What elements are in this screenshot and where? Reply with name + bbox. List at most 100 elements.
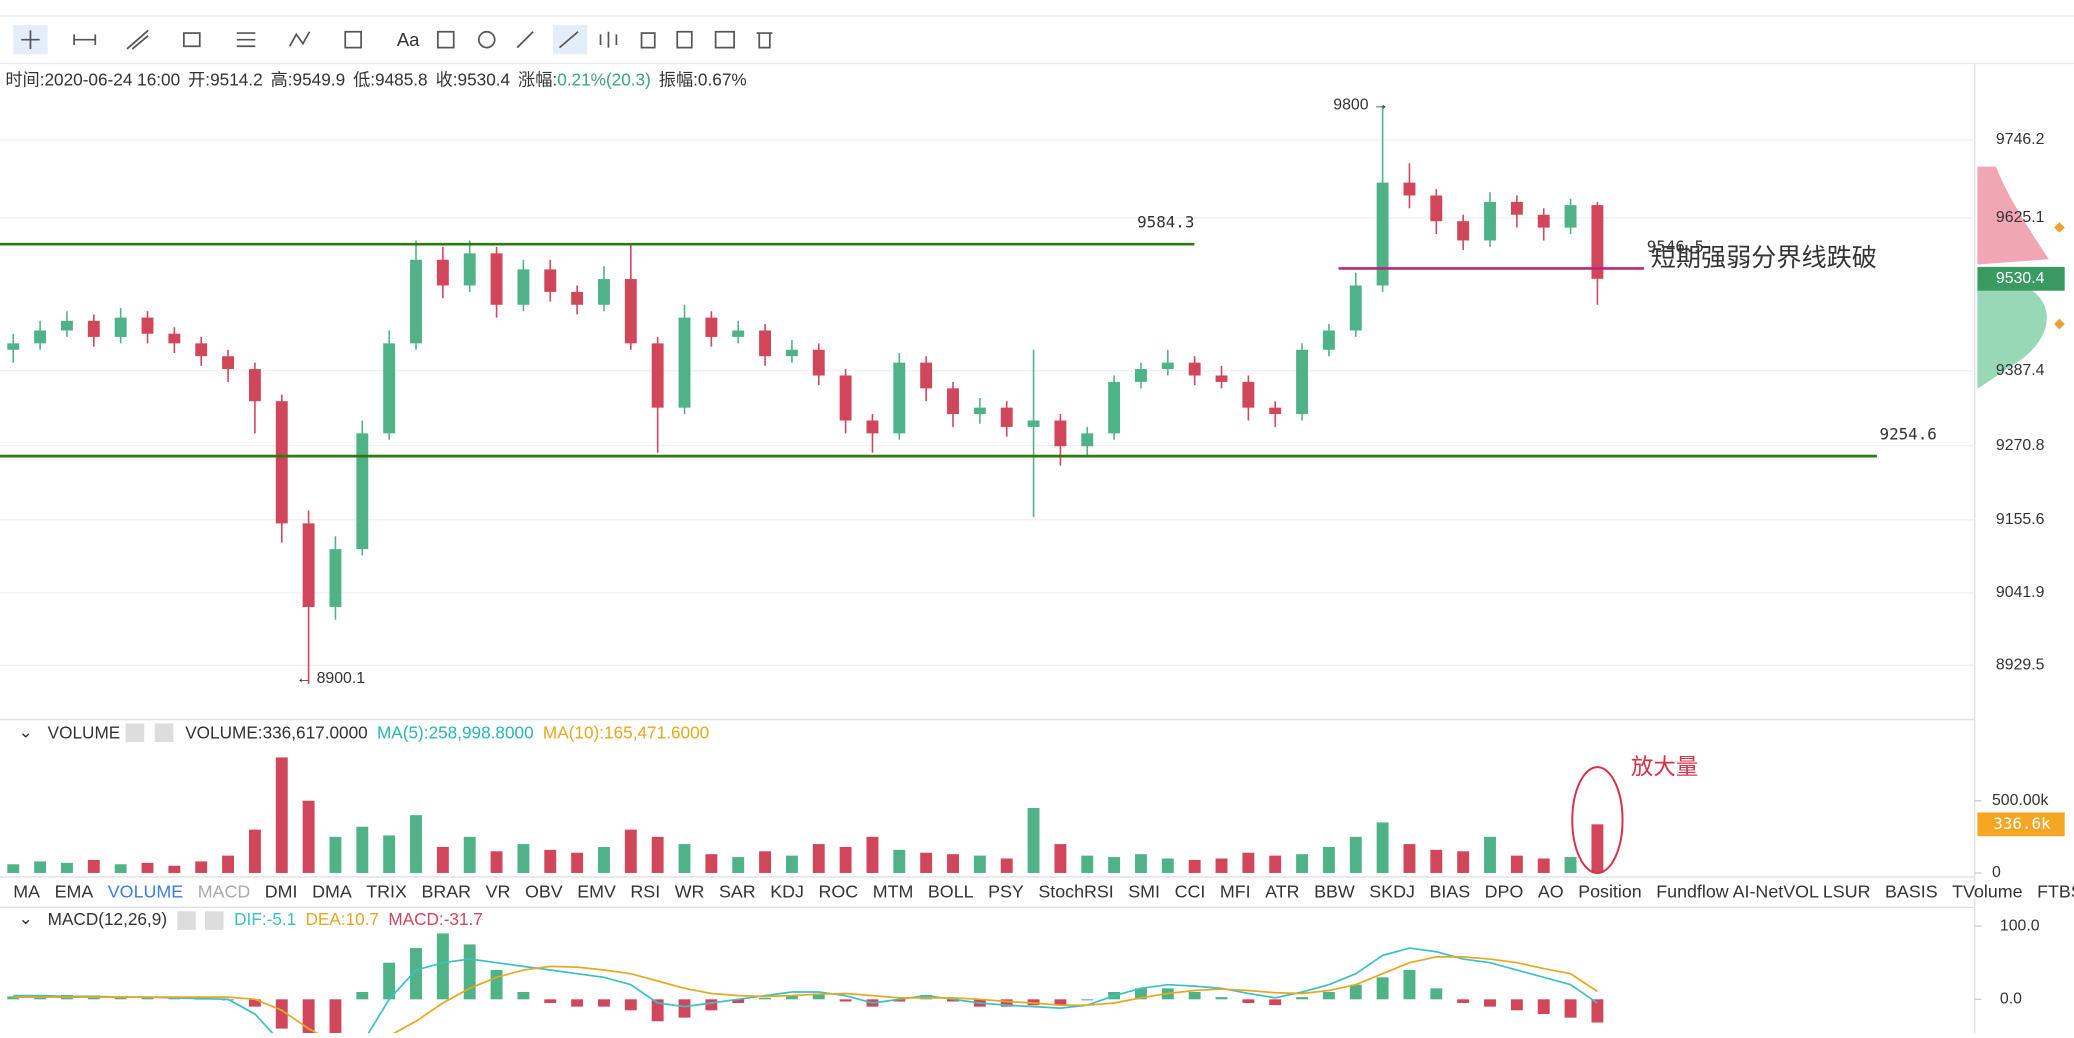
indicator-tab[interactable]: BBW [1314, 882, 1355, 902]
indicator-tab[interactable]: EMV [577, 882, 616, 902]
volume-bar [61, 862, 73, 873]
candle-body [275, 401, 288, 524]
indicator-tab[interactable]: MFI [1220, 882, 1251, 902]
indicator-tab[interactable]: StochRSI [1038, 882, 1113, 902]
indicator-tab[interactable]: BASIS [1885, 882, 1938, 902]
macd-bar [490, 970, 503, 1000]
volume-bar [759, 851, 772, 873]
volume-bar [1484, 836, 1496, 873]
pen-tool[interactable] [558, 31, 579, 49]
macd-bar [1242, 999, 1255, 1003]
volume-bar [1349, 836, 1362, 873]
candle-body [463, 253, 476, 286]
indicator-tab[interactable]: MTM [873, 882, 914, 902]
volume-bar [436, 846, 449, 873]
text-tool[interactable]: Aa [397, 29, 420, 50]
indicator-tab[interactable]: SAR [719, 882, 756, 902]
volume-highlight [1571, 766, 1624, 874]
close-icon [154, 723, 174, 743]
indicator-tab[interactable]: ROC [819, 882, 859, 902]
volume-note: 放大量 [1631, 754, 1698, 779]
indicator-tab[interactable]: OBV [525, 882, 563, 902]
pattern-tool[interactable] [599, 31, 618, 48]
indicator-tab[interactable]: FTBS [2037, 882, 2074, 902]
candle-body [678, 317, 691, 408]
indicator-tab[interactable]: DMA [312, 882, 352, 902]
indicator-tab[interactable]: LSUR [1823, 882, 1871, 902]
volume-bar [410, 815, 422, 873]
level-label: 9584.3 [1137, 212, 1194, 231]
indicator-tab[interactable]: SMI [1128, 882, 1160, 902]
candle-body [624, 279, 637, 344]
macd-title: MACD(12,26,9) [48, 909, 167, 929]
indicator-tab[interactable]: VOLUME [108, 882, 183, 902]
volume-bar [598, 846, 610, 873]
fib-tool[interactable] [236, 32, 256, 48]
toolbar: Aa [13, 25, 773, 55]
lock-tool[interactable] [640, 32, 656, 49]
volume-bar [195, 861, 208, 873]
indicator-tab[interactable]: AO [1538, 882, 1564, 902]
macd-bar [356, 991, 369, 1000]
indicator-tab[interactable]: BIAS [1429, 882, 1470, 902]
indicator-tab[interactable]: KDJ [770, 882, 804, 902]
indicator-tab[interactable]: PSY [988, 882, 1024, 902]
indicator-tab[interactable]: MA [13, 882, 40, 902]
candle-body [1135, 369, 1147, 382]
trend-tool[interactable] [126, 29, 149, 50]
copy-tool[interactable] [676, 30, 693, 49]
volume-bar [947, 854, 959, 873]
macd-bar [410, 948, 422, 1000]
candle-body [1027, 420, 1040, 427]
indicator-tab[interactable]: RSI [630, 882, 660, 902]
candle-body [1108, 381, 1121, 434]
line-tool[interactable] [73, 34, 97, 45]
indicator-tab[interactable]: MACD [198, 882, 251, 902]
volume-bar [1188, 859, 1201, 873]
indicator-tab[interactable]: BRAR [421, 882, 471, 902]
candle-body [168, 333, 181, 344]
info-item: 时间:2020-06-24 16:00 [5, 69, 180, 89]
delete-tool[interactable] [756, 32, 773, 49]
candle-body [222, 356, 235, 370]
indicator-tab[interactable]: AI-NetVOL [1733, 882, 1819, 902]
settings-tool[interactable] [714, 30, 735, 49]
crosshair-tool[interactable] [21, 30, 40, 49]
candle-body [866, 420, 879, 434]
indicator-tab[interactable]: Position [1578, 882, 1641, 902]
candle-body [544, 269, 557, 292]
indicator-tab[interactable]: ATR [1265, 882, 1299, 902]
macd-bar [302, 999, 315, 1033]
indicator-tab[interactable]: VR [486, 882, 511, 902]
macd-bar [463, 944, 476, 1000]
indicator-tab[interactable]: EMA [55, 882, 94, 902]
active-draw[interactable] [552, 25, 588, 55]
wave-tool[interactable] [288, 31, 311, 47]
macd-line [13, 955, 1598, 1033]
indicator-tab[interactable]: Fundflow [1656, 882, 1729, 902]
marker-tool[interactable] [436, 30, 455, 49]
macd-bar [839, 999, 852, 1002]
volume-bar [1054, 844, 1067, 873]
magnet-tool[interactable] [477, 30, 496, 49]
indicator-tab[interactable]: WR [675, 882, 705, 902]
indicator-tab[interactable]: CCI [1175, 882, 1206, 902]
indicator-tab[interactable]: BOLL [928, 882, 974, 902]
last-price: 9530.4 [1996, 270, 2045, 287]
ruler-tool[interactable] [516, 31, 534, 49]
volume-bar [1537, 858, 1550, 873]
indicator-tab[interactable]: SKDJ [1369, 882, 1415, 902]
shape-tool[interactable] [183, 32, 201, 48]
candle-body [302, 523, 315, 607]
indicator-tab[interactable]: TRIX [366, 882, 407, 902]
candle-body [920, 362, 933, 389]
candle-body [1188, 362, 1201, 376]
indicator-tab[interactable]: DPO [1485, 882, 1524, 902]
volume-bar [812, 844, 825, 873]
macd-bar [947, 999, 959, 1002]
candle-body [1054, 420, 1067, 447]
measure-tool[interactable] [344, 30, 362, 49]
indicator-tab[interactable]: TVolume [1952, 882, 2022, 902]
indicator-tab[interactable]: DMI [265, 882, 298, 902]
candle-body [410, 259, 422, 344]
